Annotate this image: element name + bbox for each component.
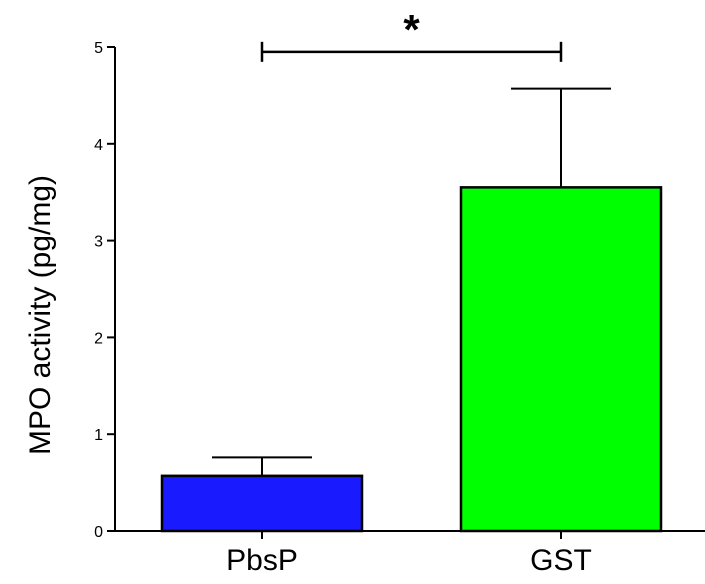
x-tick-label-pbsp: PbsP: [226, 544, 298, 577]
y-tick-label-1: 1: [94, 427, 103, 444]
significance-label: *: [403, 6, 420, 53]
bars: [160, 87, 663, 533]
bar-pbsp: [160, 474, 364, 533]
y-tick-label-0: 0: [94, 524, 103, 541]
significance-annotations: *: [260, 6, 563, 62]
y-tick-label-5: 5: [94, 40, 103, 57]
x-axis: PbsP GST: [115, 530, 705, 577]
x-tick-label-gst: GST: [530, 544, 592, 577]
y-tick-label-3: 3: [94, 234, 103, 251]
y-axis: 0 1 2 3 4 5: [94, 40, 116, 541]
y-tick-label-4: 4: [94, 137, 103, 154]
bar-gst: [459, 186, 663, 533]
y-tick-label-2: 2: [94, 330, 103, 347]
y-axis-title: MPO activity (pg/mg): [24, 175, 57, 455]
